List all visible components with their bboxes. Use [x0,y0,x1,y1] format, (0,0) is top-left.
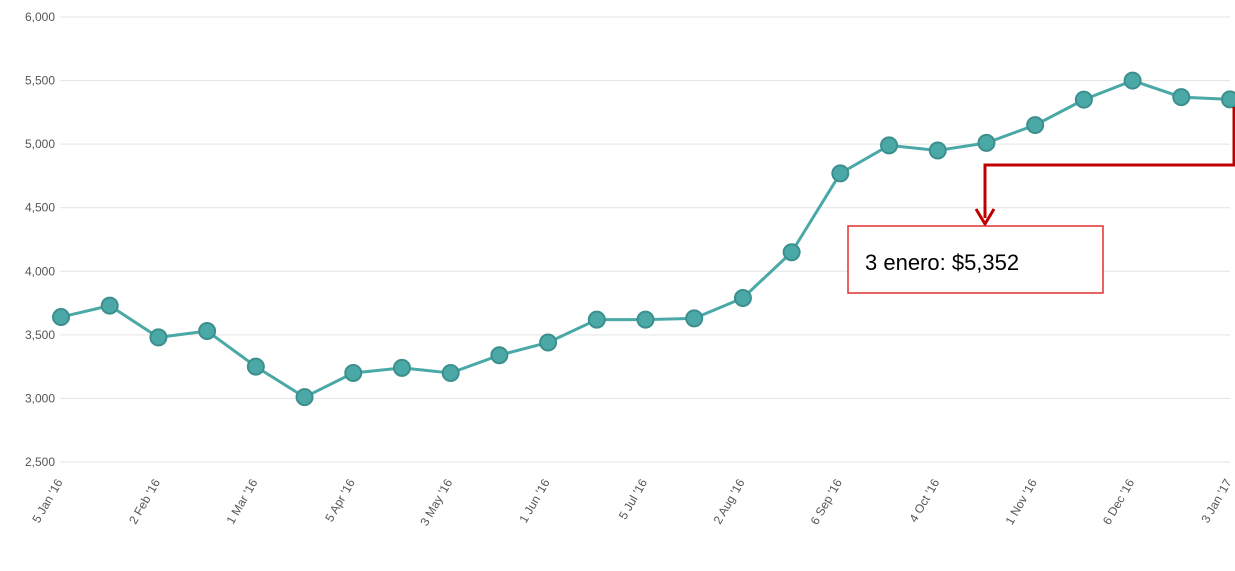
x-tick-label: 1 Jun '16 [516,476,552,525]
point [977,133,996,152]
x-tick-label: 6 Dec '16 [1100,476,1137,527]
annotation-arrow [983,107,1235,218]
point [100,296,119,315]
point [490,346,509,365]
point [587,310,606,329]
x-tick-label: 6 Sep '16 [808,476,845,527]
point [198,322,217,341]
point [1026,116,1045,135]
x-tick-label: 3 Jan '17 [1198,476,1234,525]
annotation-box [847,225,1104,294]
point [246,357,265,376]
x-tick-label: 4 Oct '16 [906,476,942,525]
x-tick-label: 2 Feb '16 [126,476,163,526]
point [1221,90,1235,109]
y-tick-label: 5,000 [25,137,55,151]
x-tick-label: 5 Jan '16 [29,476,65,525]
point [392,358,411,377]
point [295,388,314,407]
point [149,328,168,347]
x-tick-label: 1 Nov '16 [1002,476,1039,527]
x-tick-label: 3 May '16 [417,476,455,528]
point [685,309,704,328]
point [441,364,460,382]
point [880,136,899,155]
plot [52,71,1235,407]
y-tick-label: 3,500 [25,328,55,342]
y-tick-label: 3,000 [25,391,55,405]
x-tick-label: 2 Aug '16 [711,476,748,526]
point [539,333,558,352]
x-tick-label: 5 Jul '16 [616,476,650,522]
annotation-text: 3 enero: $5,352 [865,250,1019,275]
point [52,308,70,327]
point [782,243,801,262]
point [928,141,947,160]
point [1074,90,1093,109]
point [636,310,655,329]
point [733,288,752,307]
y-tick-label: 2,500 [25,455,55,469]
point [831,164,850,183]
y-tick-label: 4,000 [25,264,55,278]
point [344,364,363,382]
x-tick-label: 1 Mar '16 [223,476,260,526]
y-tick-label: 4,500 [25,201,55,215]
point [1172,88,1191,107]
point [1123,71,1142,90]
arrow-head [974,208,996,227]
y-tick-label: 6,000 [25,10,55,24]
x-tick-label: 5 Apr '16 [322,476,358,524]
y-tick-label: 5,500 [25,74,55,88]
